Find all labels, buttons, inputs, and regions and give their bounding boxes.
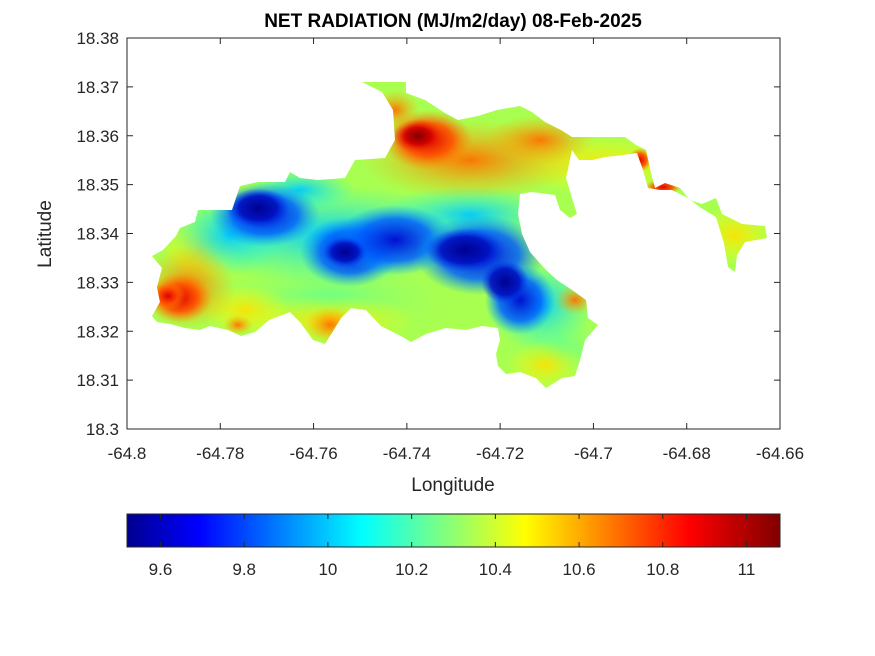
field-blob (481, 260, 529, 304)
y-axis-label: Latitude (35, 200, 56, 268)
field-blob (223, 315, 253, 335)
y-tick-label: 18.34 (76, 225, 119, 244)
colorbar-tick-label: 10.2 (395, 560, 428, 579)
y-tick-label: 18.38 (76, 29, 119, 48)
x-tick-label: -64.7 (574, 444, 613, 463)
field-blob (226, 188, 290, 228)
colorbar-tick-label: 10 (318, 560, 337, 579)
chart-title: NET RADIATION (MJ/m2/day) 08-Feb-2025 (264, 11, 642, 32)
field-blob (425, 228, 505, 272)
x-tick-label: -64.78 (196, 444, 244, 463)
y-tick-label: 18.3 (86, 420, 119, 439)
colorbar-tick-label: 11 (738, 560, 756, 579)
x-tick-label: -64.72 (476, 444, 524, 463)
colorbar-tick-label: 9.8 (232, 560, 256, 579)
y-tick-label: 18.31 (76, 371, 119, 390)
colorbar (126, 513, 781, 548)
y-tick-label: 18.37 (76, 78, 119, 97)
colorbar-ticks: 9.6 9.8 10 10.2 10.4 10.6 10.8 11 (149, 514, 756, 579)
x-tick-label: -64.8 (108, 444, 147, 463)
x-tick-label: -64.68 (663, 444, 711, 463)
x-axis: -64.8 -64.78 -64.76 -64.74 -64.72 -64.7 -64.68… (108, 38, 804, 463)
y-tick-label: 18.36 (76, 127, 119, 146)
colorbar-tick-label: 10.6 (563, 560, 596, 579)
y-tick-label: 18.32 (76, 322, 119, 341)
x-tick-label: -64.74 (383, 444, 431, 463)
x-tick-label: -64.66 (756, 444, 804, 463)
colorbar-tick-label: 10.4 (479, 560, 512, 579)
x-tick-label: -64.76 (289, 444, 337, 463)
field-blobs (152, 90, 767, 388)
y-tick-label: 18.33 (76, 273, 119, 292)
y-axis: 18.3 18.31 18.32 18.33 18.34 18.35 18.36 18.37 1… (76, 29, 780, 439)
colorbar-tick-label: 10.8 (646, 560, 679, 579)
field-blob (323, 237, 367, 267)
y-tick-label: 18.35 (76, 176, 119, 195)
x-axis-label: Longitude (411, 475, 494, 496)
colorbar-tick-label: 9.6 (149, 560, 173, 579)
